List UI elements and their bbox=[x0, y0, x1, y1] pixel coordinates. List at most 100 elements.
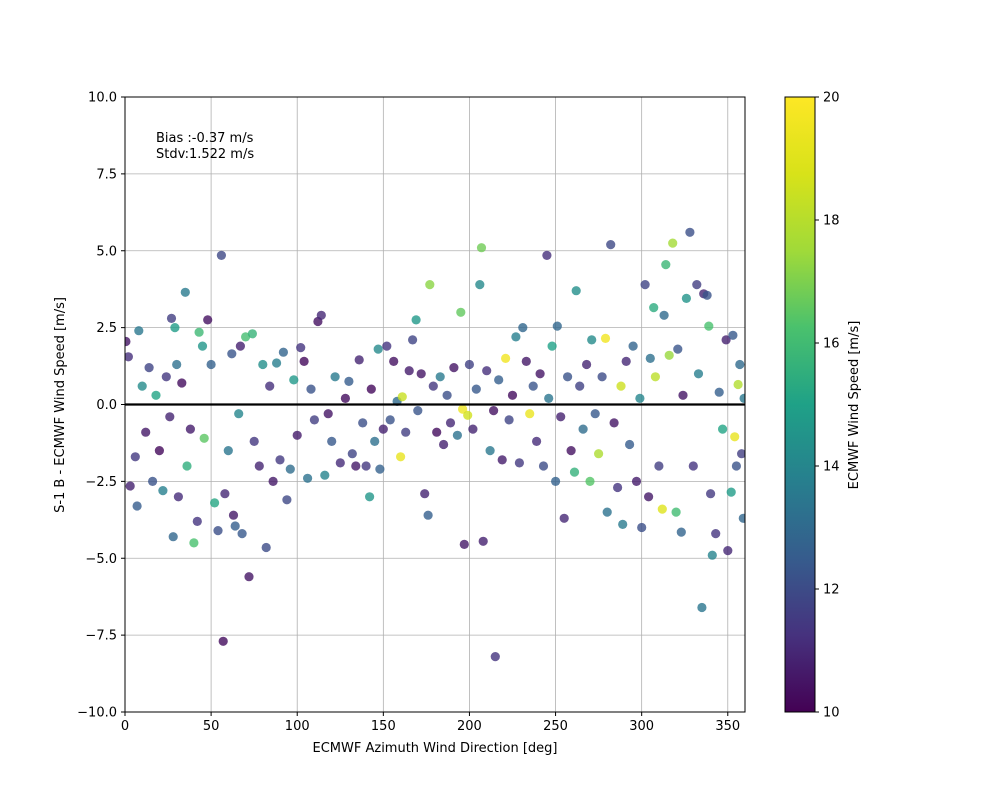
scatter-point-61 bbox=[303, 473, 313, 483]
scatter-point-70 bbox=[335, 458, 345, 468]
scatter-point-160 bbox=[618, 519, 628, 530]
scatter-point-180 bbox=[676, 527, 686, 537]
scatter-point-134 bbox=[538, 461, 549, 471]
scatter-point-86 bbox=[389, 356, 399, 366]
scatter-point-91 bbox=[404, 366, 414, 376]
scatter-point-179 bbox=[673, 344, 683, 354]
scatter-point-18 bbox=[172, 359, 182, 370]
scatter-point-24 bbox=[189, 538, 199, 548]
y-tick-label-8: 10.0 bbox=[88, 91, 117, 106]
y-tick-label-6: 5.0 bbox=[96, 244, 117, 259]
y-tick-label-1: −7.5 bbox=[85, 629, 117, 644]
scatter-point-143 bbox=[566, 446, 576, 456]
scatter-point-21 bbox=[180, 287, 190, 297]
scatter-point-198 bbox=[726, 487, 736, 497]
scatter-point-17 bbox=[170, 323, 180, 333]
scatter-point-100 bbox=[432, 427, 442, 437]
scatter-point-201 bbox=[731, 461, 742, 471]
scatter-point-48 bbox=[258, 359, 268, 370]
scatter-point-106 bbox=[452, 430, 462, 440]
scatter-point-197 bbox=[723, 546, 733, 556]
scatter-point-67 bbox=[323, 409, 333, 419]
scatter-point-196 bbox=[721, 335, 731, 345]
scatter-point-45 bbox=[247, 329, 257, 339]
scatter-point-167 bbox=[640, 280, 650, 290]
scatter-point-184 bbox=[688, 461, 698, 471]
scatter-point-199 bbox=[728, 330, 738, 340]
colorbar-label: ECMWF Wind Speed [m/s] bbox=[847, 321, 862, 490]
x-tick-label-7: 350 bbox=[715, 719, 740, 734]
scatter-point-53 bbox=[275, 455, 285, 465]
scatter-point-192 bbox=[707, 550, 717, 560]
x-tick-label-1: 50 bbox=[203, 719, 220, 734]
scatter-point-190 bbox=[704, 321, 714, 331]
x-tick-label-4: 200 bbox=[457, 719, 482, 734]
scatter-point-63 bbox=[309, 415, 319, 425]
scatter-point-137 bbox=[547, 341, 557, 351]
scatter-point-191 bbox=[706, 489, 716, 499]
colorbar-tick-label-3: 16 bbox=[823, 337, 840, 352]
scatter-point-56 bbox=[285, 464, 295, 474]
scatter-point-7 bbox=[141, 427, 151, 437]
scatter-point-171 bbox=[650, 372, 661, 382]
scatter-point-113 bbox=[471, 384, 481, 394]
scatter-point-178 bbox=[671, 507, 681, 517]
scatter-point-42 bbox=[237, 529, 247, 539]
scatter-point-54 bbox=[278, 347, 288, 357]
annotation-stdv: Stdv:1.522 m/s bbox=[156, 147, 254, 162]
scatter-point-75 bbox=[354, 355, 364, 365]
x-tick-label-5: 250 bbox=[543, 719, 568, 734]
scatter-point-158 bbox=[613, 482, 623, 493]
scatter-point-125 bbox=[507, 390, 518, 400]
scatter-point-27 bbox=[197, 341, 208, 351]
scatter-point-145 bbox=[571, 286, 581, 296]
scatter-point-181 bbox=[678, 390, 688, 400]
scatter-point-12 bbox=[158, 486, 168, 496]
x-axis-label: ECMWF Azimuth Wind Direction [deg] bbox=[313, 741, 558, 756]
scatter-point-101 bbox=[435, 372, 445, 382]
scatter-point-204 bbox=[737, 449, 745, 459]
scatter-point-33 bbox=[216, 250, 226, 260]
colorbar-tick-label-4: 18 bbox=[823, 214, 840, 229]
scatter-point-149 bbox=[585, 476, 595, 486]
scatter-point-112 bbox=[468, 424, 478, 434]
scatter-point-132 bbox=[532, 436, 542, 446]
y-tick-label-0: −10.0 bbox=[77, 706, 117, 721]
scatter-point-23 bbox=[185, 424, 195, 434]
scatter-point-20 bbox=[177, 378, 187, 388]
scatter-point-136 bbox=[544, 393, 554, 403]
scatter-point-173 bbox=[657, 504, 667, 514]
scatter-point-10 bbox=[151, 390, 161, 400]
scatter-point-99 bbox=[428, 381, 438, 391]
scatter-point-58 bbox=[292, 430, 302, 440]
scatter-point-74 bbox=[351, 461, 361, 471]
scatter-point-19 bbox=[173, 492, 183, 502]
scatter-point-108 bbox=[458, 404, 468, 414]
scatter-point-154 bbox=[600, 333, 611, 343]
scatter-point-135 bbox=[542, 250, 552, 260]
scatter-point-116 bbox=[478, 536, 488, 546]
scatter-point-50 bbox=[265, 381, 275, 391]
scatter-point-6 bbox=[137, 381, 147, 391]
scatter-point-73 bbox=[347, 449, 357, 459]
scatter-point-66 bbox=[320, 470, 330, 480]
y-tick-label-7: 7.5 bbox=[96, 167, 117, 182]
scatter-point-123 bbox=[501, 353, 511, 363]
x-tick-label-2: 100 bbox=[285, 719, 310, 734]
scatter-point-14 bbox=[165, 412, 175, 422]
scatter-point-76 bbox=[358, 418, 368, 428]
scatter-point-15 bbox=[166, 313, 177, 323]
scatter-point-37 bbox=[227, 349, 237, 359]
scatter-point-0 bbox=[125, 336, 131, 347]
colorbar-tick-label-0: 10 bbox=[823, 706, 840, 721]
scatter-point-168 bbox=[644, 492, 654, 502]
scatter-point-65 bbox=[316, 310, 326, 320]
scatter-point-71 bbox=[340, 393, 350, 403]
scatter-point-77 bbox=[361, 461, 371, 471]
y-axis-ticks: −10.0 −7.5 −5.0 −2.5 0.0 2.5 5.0 7.5 10.0 bbox=[77, 91, 125, 721]
x-tick-label-0: 0 bbox=[121, 719, 129, 734]
scatter-point-102 bbox=[439, 439, 449, 450]
scatter-point-146 bbox=[575, 381, 585, 391]
scatter-point-38 bbox=[228, 510, 239, 520]
scatter-point-85 bbox=[385, 415, 395, 425]
